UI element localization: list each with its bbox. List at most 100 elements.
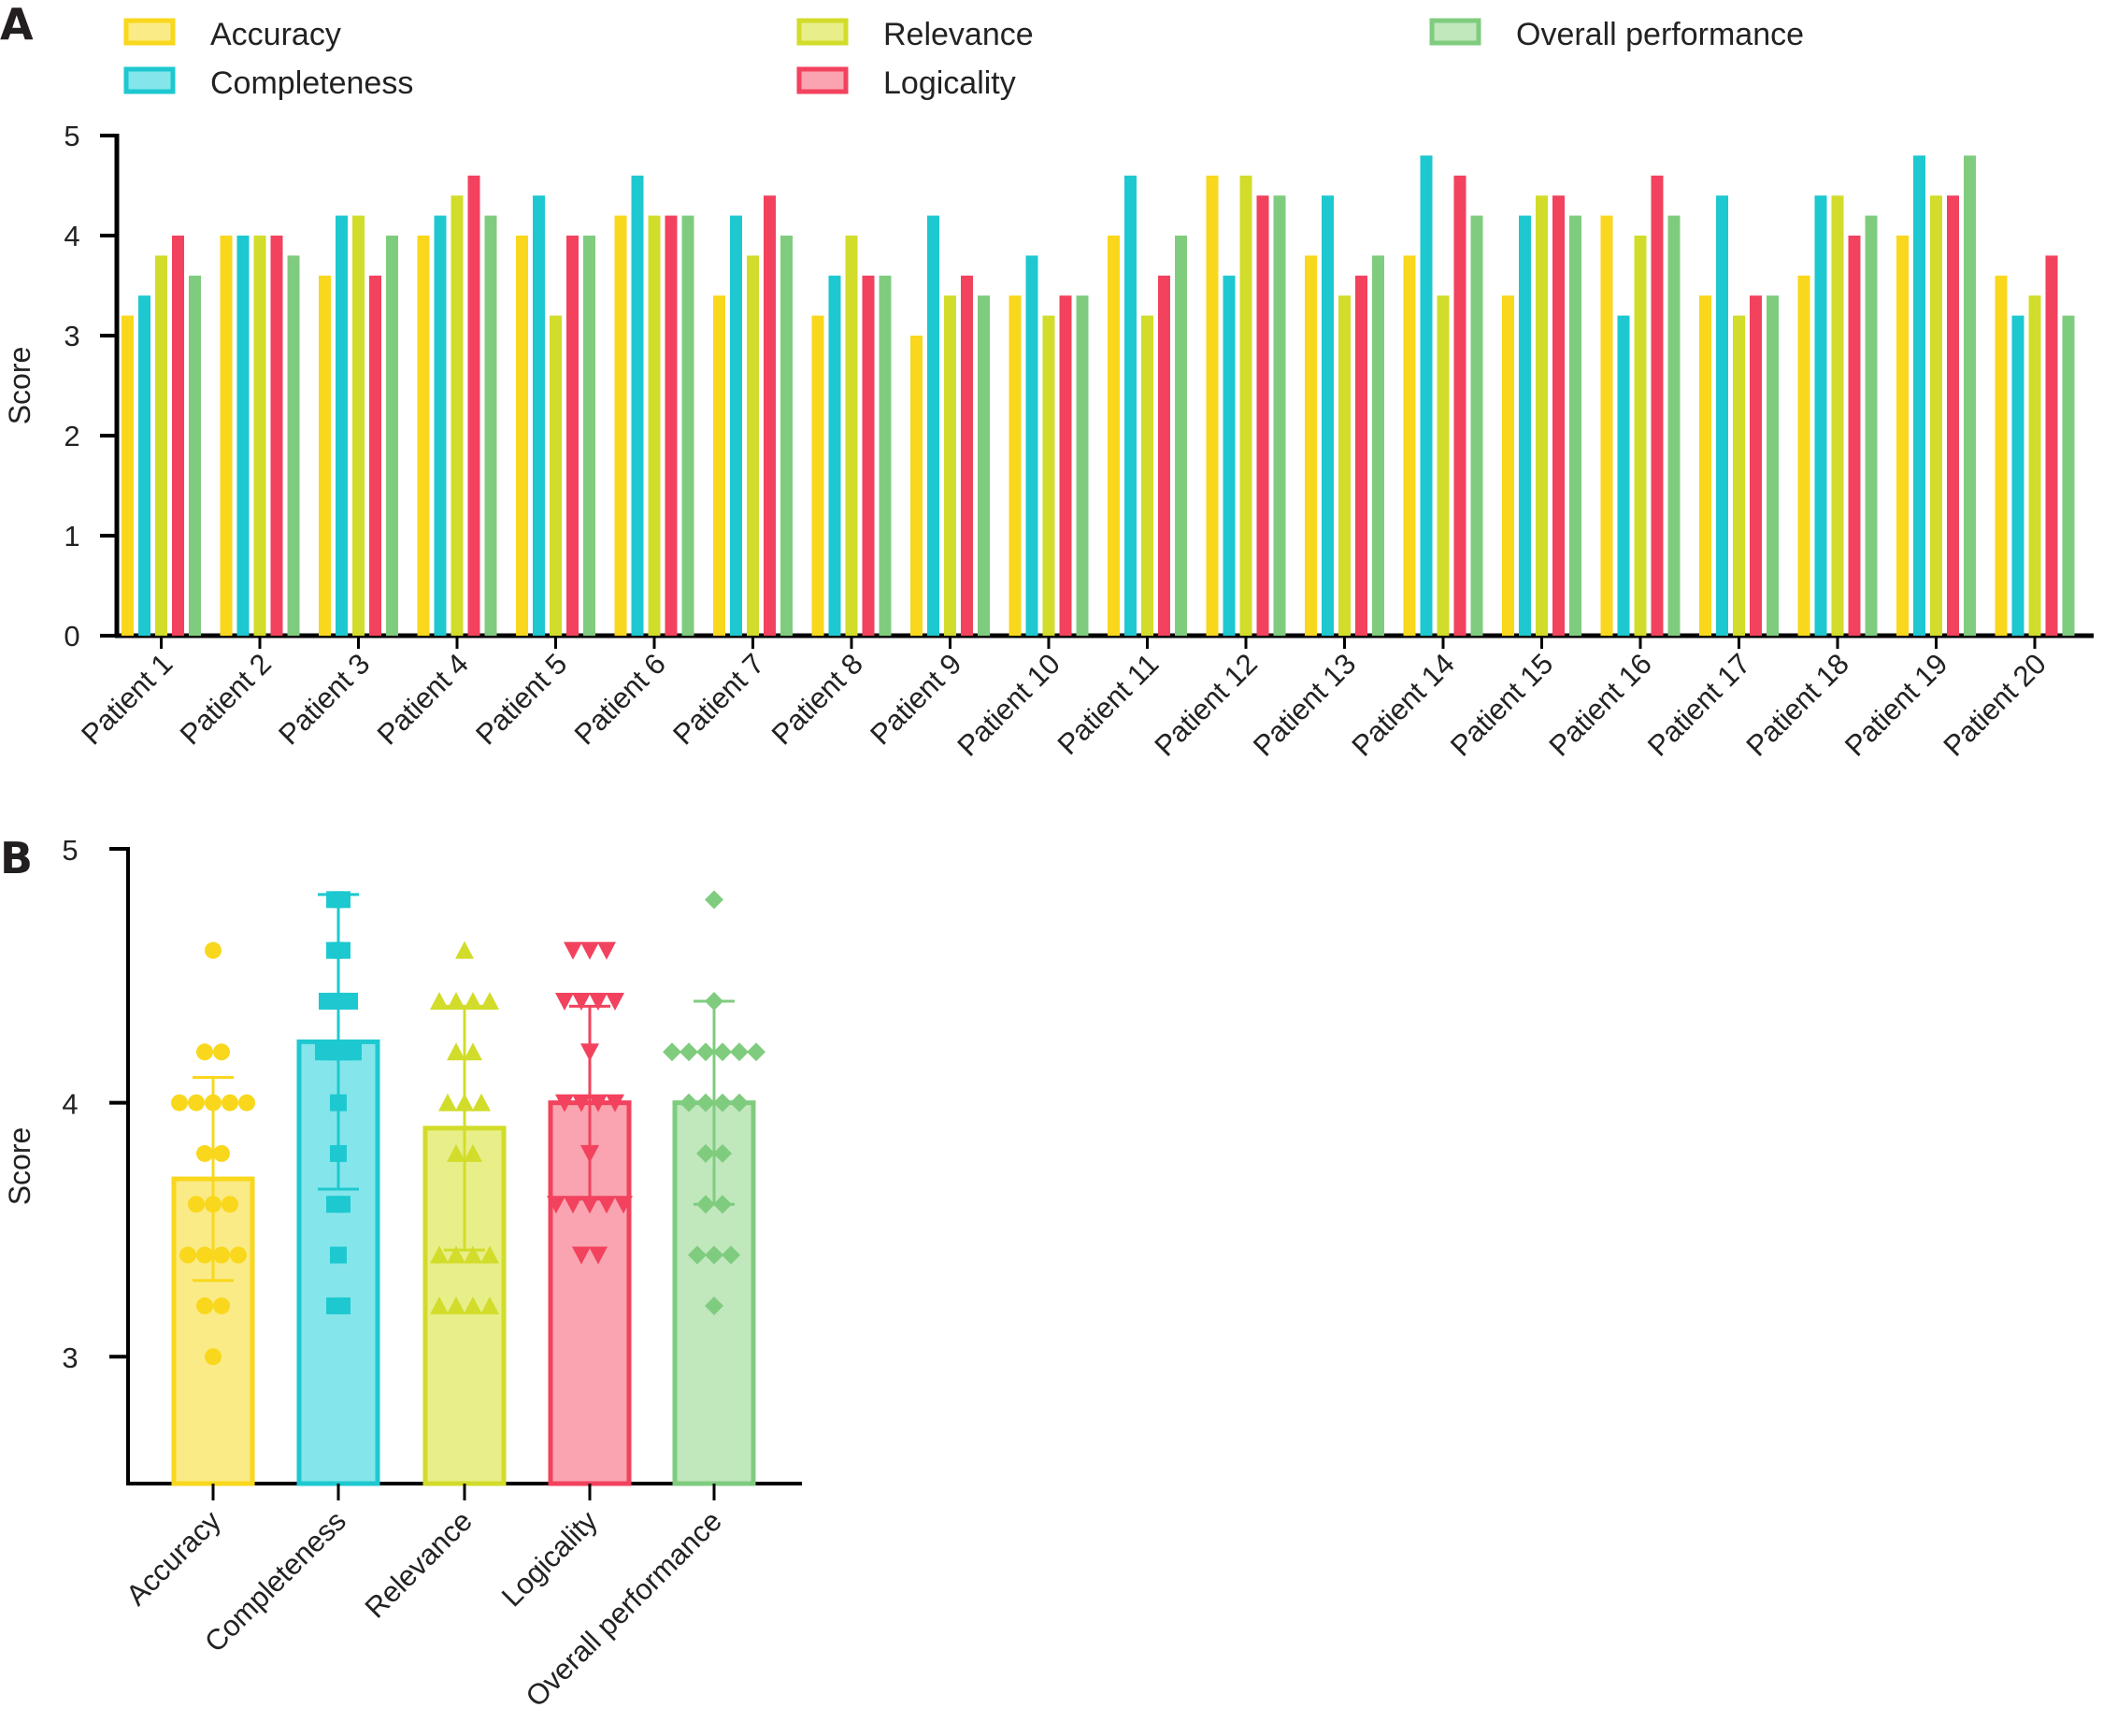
y-tick-label-a-3: 3 [64,320,79,352]
bar-accuracy-patient-20 [1995,275,2008,636]
bar-relevance-patient-4 [451,195,464,636]
legend-item-overall-performance: Overall performance [1429,17,1804,52]
point-logicality-10 [572,1246,591,1265]
point-relevance-19 [480,991,499,1010]
x-tick-label-patient-2: Patient 2 [174,647,278,751]
bar-completeness-patient-10 [1025,255,1038,636]
bar-completeness-patient-15 [1519,215,1531,636]
point-overall-performance-11 [730,1093,749,1112]
point-logicality-5 [589,1094,608,1112]
bar-completeness-patient-14 [1420,155,1433,636]
bar-logicality-patient-6 [665,215,678,636]
panel-b-letter: B [0,833,33,883]
x-tick-label-patient-18: Patient 18 [1739,647,1854,762]
panel-a-letter: A [0,0,34,50]
bar-logicality-patient-15 [1552,195,1565,636]
bar-accuracy-patient-14 [1403,255,1416,636]
point-completeness-20 [334,1297,350,1314]
point-accuracy-7 [179,1246,196,1264]
x-tick-label-patient-3: Patient 3 [272,647,376,751]
bar-overall-performance-patient-1 [189,275,201,636]
bar-logicality-patient-10 [1059,295,1072,636]
bar-accuracy-patient-16 [1600,215,1613,636]
bar-accuracy-patient-8 [811,315,824,636]
legend-label-logicality: Logicality [883,65,1016,101]
bar-completeness-patient-8 [828,275,841,636]
point-overall-performance-18 [747,1042,765,1062]
point-logicality-18 [606,1094,624,1112]
y-tick-label-b-3: 3 [62,1341,78,1374]
bar-accuracy-patient-17 [1699,295,1711,636]
bar-overall-performance-patient-8 [879,275,892,636]
x-tick-label-b-logicality: Logicality [495,1504,604,1613]
y-tick-label-a-5: 5 [64,120,79,152]
point-accuracy-1 [196,1297,213,1314]
point-logicality-17 [589,1246,608,1265]
point-logicality-16 [597,941,616,960]
point-accuracy-12 [205,941,222,959]
point-completeness-15 [345,1043,362,1061]
bar-relevance-patient-15 [1536,195,1548,636]
bar-relevance-patient-17 [1733,315,1745,636]
legend-item-accuracy: Accuracy [123,17,341,52]
legend-swatch-overall-performance [1429,18,1481,46]
point-overall-performance-4 [663,1042,681,1062]
bar-overall-performance-patient-13 [1372,255,1384,636]
bar-accuracy-patient-11 [1108,236,1120,636]
x-tick-label-b-relevance: Relevance [359,1504,479,1624]
bar-accuracy-patient-13 [1305,255,1317,636]
point-relevance-1 [447,1143,465,1162]
x-tick-label-patient-1: Patient 1 [75,647,179,751]
point-relevance-12 [455,940,474,959]
point-relevance-7 [464,1143,482,1162]
point-overall-performance-1 [696,1195,715,1214]
legend-swatch-logicality [796,66,849,94]
bar-relevance-patient-2 [253,236,266,636]
legend-label-completeness: Completeness [210,65,413,101]
bar-relevance-patient-12 [1239,175,1252,637]
bar-logicality-patient-17 [1750,295,1762,636]
point-accuracy-11 [222,1094,238,1112]
bar-completeness-patient-12 [1223,275,1236,636]
point-logicality-15 [589,992,608,1011]
bar-accuracy-patient-18 [1797,275,1810,636]
bar-relevance-patient-16 [1634,236,1647,636]
legend-item-relevance: Relevance [796,17,1034,52]
point-relevance-4 [430,991,449,1010]
x-tick-label-patient-7: Patient 7 [666,647,770,751]
point-accuracy-20 [222,1196,238,1213]
point-overall-performance-10 [705,1245,723,1265]
x-tick-label-patient-9: Patient 9 [864,647,967,751]
bar-relevance-patient-1 [155,255,167,636]
bar-logicality-patient-9 [961,275,973,636]
x-tick-label-b-accuracy: Accuracy [120,1504,227,1612]
bar-overall-performance-patient-6 [681,215,694,636]
point-logicality-20 [580,1144,599,1163]
bar-completeness-patient-11 [1124,175,1137,637]
bar-completeness-patient-2 [236,236,250,636]
y-tick-label-a-1: 1 [64,520,79,552]
point-accuracy-17 [230,1246,247,1264]
point-accuracy-4 [188,1094,205,1112]
bar-logicality-patient-16 [1651,175,1664,637]
bar-completeness-patient-4 [434,215,447,636]
point-relevance-13 [447,1245,465,1264]
bar-overall-performance-patient-15 [1569,215,1581,636]
bar-logicality-patient-14 [1453,175,1466,637]
x-tick-label-patient-16: Patient 16 [1542,647,1657,762]
point-accuracy-6 [196,1043,213,1061]
bar-relevance-patient-3 [352,215,365,636]
bar-logicality-patient-20 [2045,255,2058,636]
bar-accuracy-patient-15 [1502,295,1514,636]
y-axis-title-b: Score [3,1127,36,1206]
bar-overall-performance-patient-11 [1175,236,1187,636]
y-tick-label-a-4: 4 [64,220,79,252]
point-overall-performance-6 [680,1042,698,1062]
point-logicality-9 [580,1196,599,1214]
point-relevance-18 [464,991,482,1010]
point-completeness-18 [341,992,358,1010]
x-tick-label-patient-11: Patient 11 [1052,647,1166,761]
bar-logicality-patient-3 [369,275,381,636]
